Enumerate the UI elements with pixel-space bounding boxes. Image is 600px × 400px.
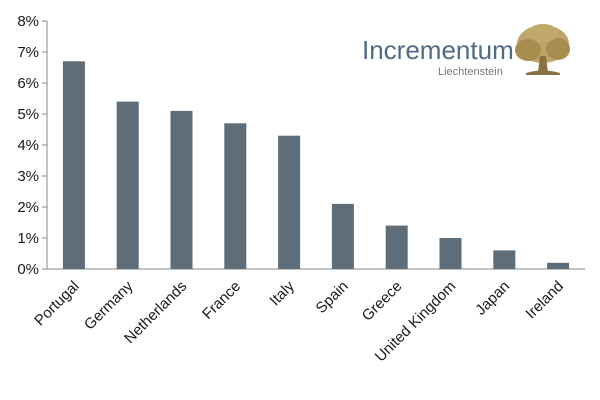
x-tick-label: Portugal — [31, 278, 83, 330]
x-tick-label: France — [199, 278, 244, 323]
y-tick-label: 5% — [17, 106, 39, 123]
y-tick-label: 7% — [17, 44, 39, 61]
bar-japan — [493, 250, 516, 269]
bar-spain — [331, 203, 354, 269]
bar-portugal — [62, 61, 85, 269]
y-tick-label: 4% — [17, 137, 39, 154]
x-tick-label: Spain — [313, 278, 352, 317]
bar-greece — [385, 225, 408, 269]
x-tick-label: Japan — [472, 278, 513, 319]
x-tick-label: Ireland — [522, 278, 566, 322]
x-tick-label: Italy — [266, 277, 298, 309]
y-tick-label: 8% — [17, 13, 39, 30]
y-tick-label: 0% — [17, 261, 39, 278]
tree-icon — [515, 24, 570, 75]
y-tick-label: 2% — [17, 199, 39, 216]
incrementum-logo: Incrementum Liechtenstein — [362, 24, 570, 78]
bar-germany — [116, 101, 139, 269]
bar-france — [224, 123, 247, 269]
y-axis-ticks: 0% 1% 2% 3% 4% 5% 6% 7% 8% — [17, 13, 47, 278]
logo-subtitle: Liechtenstein — [438, 66, 503, 78]
bar-netherlands — [170, 110, 193, 270]
y-tick-label: 6% — [17, 75, 39, 92]
bar-united-kingdom — [439, 238, 462, 269]
logo-name: Incrementum — [362, 35, 514, 65]
bar-ireland — [547, 262, 570, 269]
x-tick-label: Greece — [359, 278, 406, 325]
y-tick-label: 1% — [17, 230, 39, 247]
x-tick-label: Germany — [81, 277, 137, 333]
bar-italy — [278, 135, 301, 269]
y-tick-label: 3% — [17, 168, 39, 185]
bars — [62, 61, 570, 270]
